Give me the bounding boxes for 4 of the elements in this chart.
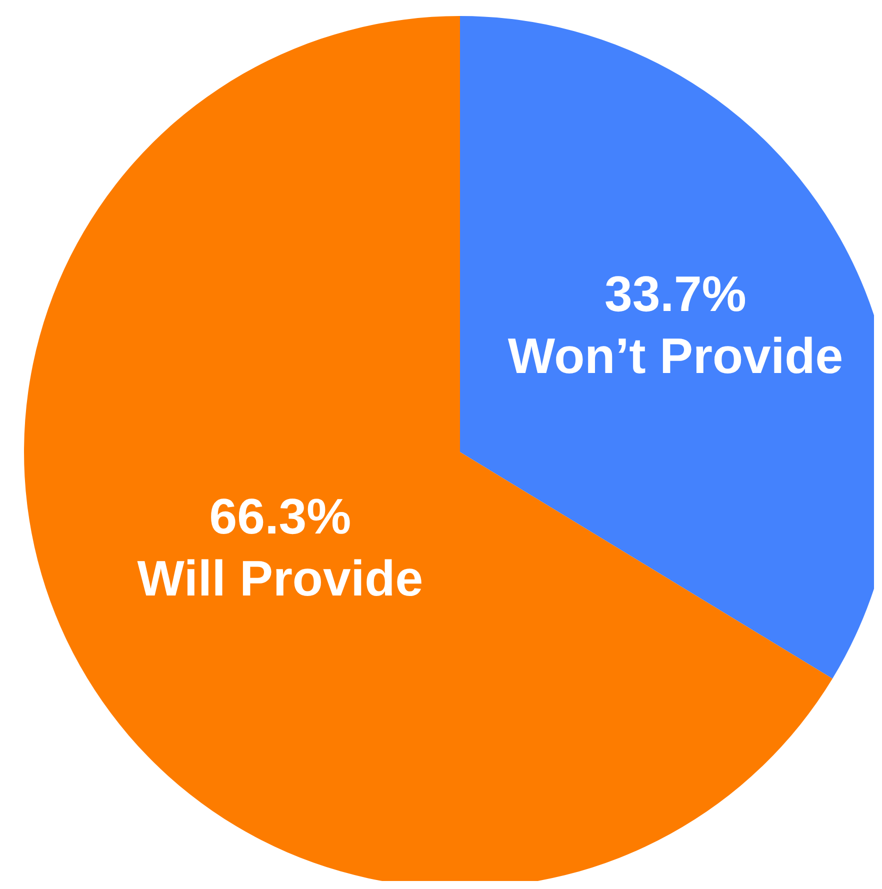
slice-label: Won’t Provide (508, 328, 844, 384)
slice-label: Will Provide (137, 550, 424, 606)
data-label: 33.7% (604, 266, 746, 322)
data-label: 66.3% (209, 488, 352, 544)
